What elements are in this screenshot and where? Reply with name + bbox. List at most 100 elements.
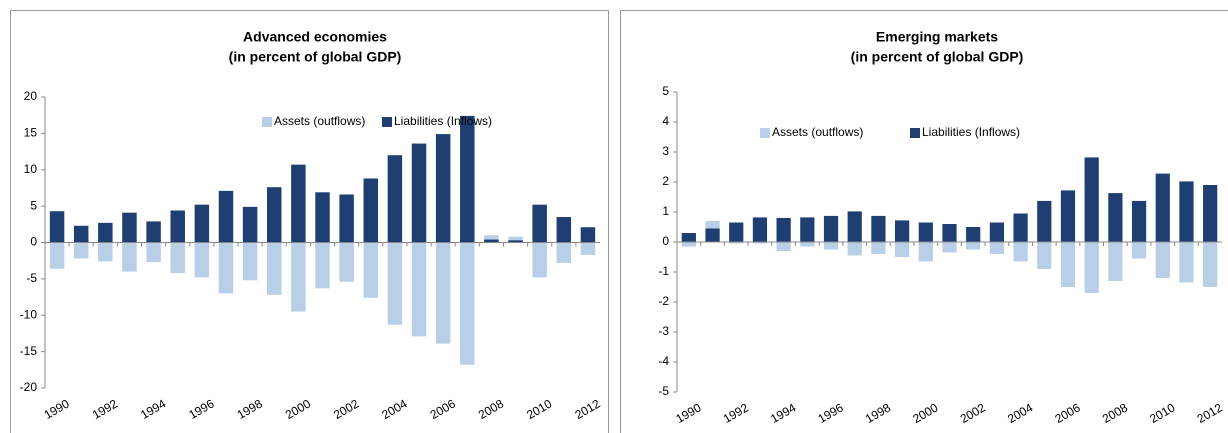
- y-tick-label: 15: [24, 126, 38, 140]
- bar: [918, 222, 933, 242]
- bar: [98, 222, 113, 243]
- y-tick-label: 0: [30, 235, 37, 249]
- y-tick-label: 5: [662, 84, 669, 98]
- legend-label: Liabilities (Inflows): [394, 114, 492, 128]
- bar: [122, 212, 137, 243]
- bar: [681, 242, 696, 247]
- bar: [170, 242, 185, 274]
- bar: [267, 242, 282, 295]
- bar: [1013, 213, 1028, 242]
- bar: [484, 235, 499, 243]
- y-tick-label: -15: [20, 344, 38, 358]
- bar: [1013, 242, 1028, 262]
- bar: [49, 211, 65, 243]
- bar: [484, 239, 499, 243]
- bar: [73, 242, 89, 259]
- bar: [267, 187, 282, 243]
- panel-frame: [620, 10, 1228, 433]
- y-tick-label: 3: [662, 144, 669, 158]
- y-tick-label: 2: [662, 174, 669, 188]
- chart-title: Emerging markets: [876, 29, 998, 45]
- bar: [363, 178, 378, 243]
- bar: [1131, 200, 1147, 242]
- bar: [681, 233, 696, 242]
- bar: [532, 204, 547, 243]
- bar: [1084, 157, 1099, 242]
- legend-swatch: [910, 128, 920, 138]
- bar: [800, 217, 815, 242]
- y-tick-label: 0: [662, 234, 669, 248]
- legend-label: Assets (outflows): [772, 125, 863, 139]
- y-tick-label: -5: [658, 384, 669, 398]
- legend-label: Assets (outflows): [274, 114, 365, 128]
- y-tick-label: -5: [26, 271, 37, 285]
- bar: [989, 242, 1004, 254]
- bar: [752, 242, 768, 244]
- bar: [508, 240, 523, 243]
- bar: [411, 143, 427, 243]
- y-tick-label: -3: [658, 324, 669, 338]
- bar: [363, 242, 378, 298]
- y-tick-label: 1: [662, 204, 669, 218]
- bar: [387, 242, 403, 325]
- legend-swatch: [382, 117, 392, 127]
- bar: [729, 222, 744, 242]
- legend-label: Liabilities (Inflows): [922, 125, 1020, 139]
- bar: [339, 194, 354, 243]
- bar: [776, 242, 791, 251]
- bar: [1203, 185, 1218, 242]
- bar: [989, 222, 1004, 242]
- bar: [460, 242, 475, 365]
- y-tick-label: -2: [658, 294, 669, 308]
- bar: [1179, 181, 1194, 242]
- chart-title: Advanced economies: [243, 29, 387, 45]
- bar: [1037, 242, 1052, 269]
- bar: [1203, 242, 1218, 287]
- bar: [580, 242, 596, 255]
- bar: [315, 242, 330, 289]
- bar: [146, 221, 161, 243]
- bar: [49, 242, 65, 269]
- bar: [411, 242, 427, 337]
- bar: [1131, 242, 1147, 259]
- bar: [1037, 200, 1052, 242]
- bar: [146, 242, 161, 263]
- bar: [895, 220, 910, 242]
- bar: [242, 206, 258, 243]
- chart-subtitle: (in percent of global GDP): [851, 49, 1024, 65]
- y-tick-label: -1: [658, 264, 669, 278]
- bar: [1155, 242, 1170, 278]
- bar: [532, 242, 547, 278]
- bar: [435, 242, 451, 344]
- y-tick-label: 5: [30, 198, 37, 212]
- bar: [1060, 242, 1076, 287]
- bar: [291, 164, 306, 243]
- bar: [194, 242, 210, 278]
- bar: [387, 155, 403, 243]
- bar: [315, 192, 330, 243]
- bar: [556, 217, 572, 243]
- bar: [705, 228, 720, 242]
- y-tick-label: -4: [658, 354, 669, 368]
- bar: [194, 204, 210, 243]
- bar: [823, 215, 839, 242]
- y-tick-label: -10: [20, 307, 38, 321]
- bar: [871, 242, 886, 254]
- bar: [1179, 242, 1194, 283]
- bar: [98, 242, 113, 262]
- y-tick-label: -20: [20, 380, 38, 394]
- bar: [942, 224, 957, 242]
- bar: [73, 225, 89, 243]
- y-tick-label: 4: [662, 114, 669, 128]
- bar: [556, 242, 572, 263]
- bar: [942, 242, 957, 253]
- bar: [1060, 190, 1076, 242]
- bar: [895, 242, 910, 257]
- bar: [170, 210, 185, 243]
- bar: [291, 242, 306, 312]
- bar: [847, 211, 862, 242]
- bar: [729, 242, 744, 244]
- chart-subtitle: (in percent of global GDP): [229, 49, 402, 65]
- bar: [776, 218, 791, 242]
